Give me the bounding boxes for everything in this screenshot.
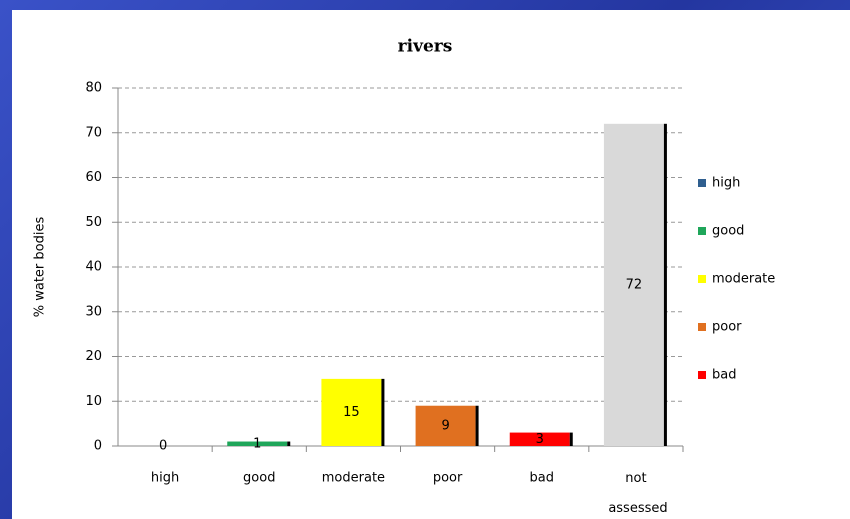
y-tick-label: 30	[85, 304, 102, 319]
legend-swatch	[698, 227, 706, 235]
legend-swatch	[698, 371, 706, 379]
chart-title: rivers	[398, 37, 453, 57]
legend-swatch	[698, 323, 706, 331]
data-label: 9	[441, 418, 449, 433]
legend-label: high	[712, 176, 740, 191]
y-tick-label: 60	[85, 170, 102, 185]
data-label: 1	[253, 436, 261, 451]
y-tick-label: 50	[85, 215, 102, 230]
bar	[227, 441, 288, 446]
x-tick-label-line: not	[625, 471, 646, 486]
x-tick-label-line: assessed	[604, 501, 667, 516]
data-label: 3	[536, 432, 544, 447]
x-tick-label: good	[243, 471, 275, 486]
x-tick-label: not assessed	[604, 471, 667, 516]
y-tick-label: 10	[85, 394, 102, 409]
y-tick-label: 80	[85, 81, 102, 96]
data-label: 0	[159, 439, 167, 454]
bar-shadow	[663, 123, 667, 447]
y-tick-label: 70	[85, 125, 102, 140]
legend-label: moderate	[712, 272, 775, 287]
bar	[415, 405, 476, 446]
bar-shadow	[475, 405, 479, 446]
bar	[321, 378, 382, 446]
legend-label: poor	[712, 320, 742, 335]
x-tick-label: poor	[433, 471, 463, 486]
legend-label: bad	[712, 368, 736, 383]
bar-shadow	[287, 441, 291, 446]
chart: rivers % water bodies 0 10 20 30 40 50 60 70 80 0…	[12, 10, 850, 519]
y-axis-label: % water bodies	[33, 217, 48, 318]
y-tick-label: 40	[85, 260, 102, 275]
data-label: 15	[343, 405, 360, 420]
legend-label: good	[712, 224, 744, 239]
x-tick-label: moderate	[322, 471, 385, 486]
legend-swatch	[698, 179, 706, 187]
y-tick-label: 0	[94, 439, 102, 454]
data-label: 72	[626, 277, 643, 292]
y-tick-label: 20	[85, 349, 102, 364]
bar-shadow	[381, 378, 385, 446]
x-tick-label: bad	[530, 471, 554, 486]
legend-swatch	[698, 275, 706, 283]
bar	[603, 123, 664, 447]
bar	[509, 432, 570, 446]
x-tick-label: high	[151, 471, 179, 486]
bar-shadow	[569, 432, 573, 446]
